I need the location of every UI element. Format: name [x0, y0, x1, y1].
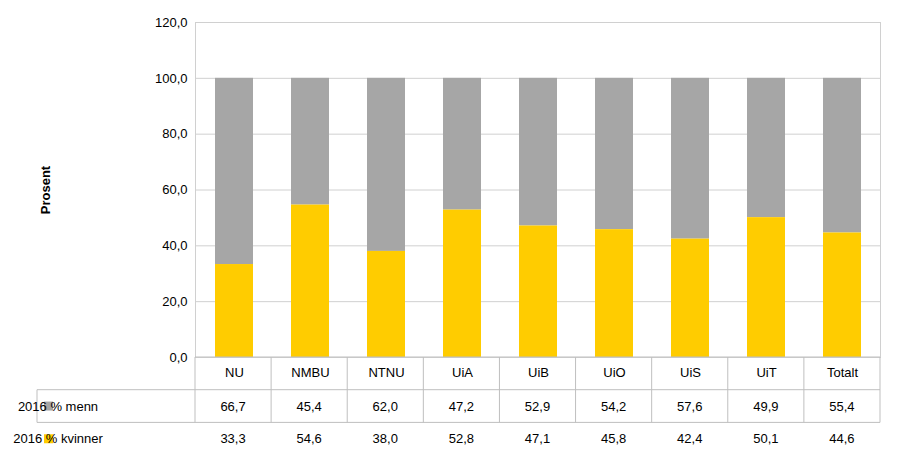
svg-text:UiA: UiA: [452, 365, 473, 380]
svg-text:44,6: 44,6: [829, 431, 854, 446]
svg-text:54,2: 54,2: [601, 399, 626, 414]
svg-text:NTNU: NTNU: [368, 365, 404, 380]
svg-text:2016 % kvinner: 2016 % kvinner: [13, 431, 103, 446]
svg-text:100,0: 100,0: [155, 70, 188, 85]
svg-text:2016 % menn: 2016 % menn: [18, 399, 98, 414]
svg-text:45,8: 45,8: [601, 431, 626, 446]
svg-text:60,0: 60,0: [162, 182, 187, 197]
svg-text:Prosent: Prosent: [38, 165, 53, 214]
svg-text:57,6: 57,6: [677, 399, 702, 414]
svg-text:NMBU: NMBU: [291, 365, 329, 380]
svg-text:80,0: 80,0: [162, 126, 187, 141]
svg-text:Totalt: Totalt: [827, 365, 858, 380]
svg-text:45,4: 45,4: [297, 399, 322, 414]
svg-text:54,6: 54,6: [297, 431, 322, 446]
svg-text:20,0: 20,0: [162, 294, 187, 309]
svg-text:55,4: 55,4: [829, 399, 854, 414]
svg-text:UiT: UiT: [756, 365, 776, 380]
svg-text:NU: NU: [225, 365, 244, 380]
svg-text:42,4: 42,4: [677, 431, 702, 446]
svg-text:66,7: 66,7: [220, 399, 245, 414]
svg-text:33,3: 33,3: [220, 431, 245, 446]
svg-text:0,0: 0,0: [169, 350, 187, 365]
svg-text:47,2: 47,2: [449, 399, 474, 414]
svg-text:UiO: UiO: [603, 365, 625, 380]
svg-text:62,0: 62,0: [373, 399, 398, 414]
svg-text:52,9: 52,9: [525, 399, 550, 414]
svg-text:49,9: 49,9: [753, 399, 778, 414]
svg-text:52,8: 52,8: [449, 431, 474, 446]
svg-text:UiB: UiB: [528, 365, 549, 380]
svg-text:UiS: UiS: [680, 365, 701, 380]
svg-text:40,0: 40,0: [162, 238, 187, 253]
svg-text:38,0: 38,0: [373, 431, 398, 446]
svg-text:120,0: 120,0: [155, 15, 188, 30]
svg-text:50,1: 50,1: [753, 431, 778, 446]
svg-text:47,1: 47,1: [525, 431, 550, 446]
